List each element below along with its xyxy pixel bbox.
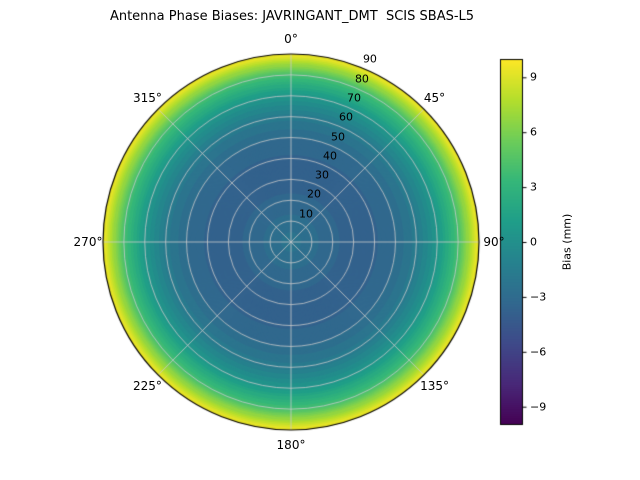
radial-tick-label: 90	[362, 52, 377, 66]
theta-label: 270°	[73, 235, 103, 249]
colorbar-tick-label: 9	[530, 70, 537, 84]
theta-label: 315°	[133, 91, 162, 106]
colorbar-tick-label: 3	[530, 180, 537, 194]
radial-tick-label: 70	[346, 91, 361, 105]
theta-label: 225°	[133, 378, 162, 393]
radial-tick-label: 30	[314, 168, 329, 182]
radial-tick-label: 40	[322, 149, 337, 163]
colorbar-tick-label: −9	[530, 400, 547, 414]
radial-tick-label: 50	[330, 130, 345, 143]
theta-label: 135°	[420, 378, 449, 393]
radial-tick-label: 10	[298, 207, 313, 221]
colorbar-tick-label: 6	[530, 125, 537, 139]
theta-label: 180°	[276, 438, 306, 452]
colorbar-axis-label: Bias (mm)	[560, 213, 574, 271]
radial-tick-label: 80	[354, 72, 369, 86]
theta-label: 0°	[284, 32, 298, 46]
theta-label: 45°	[423, 91, 446, 106]
colorbar-tick-label: −6	[530, 345, 547, 359]
colorbar-tick-label: 0	[530, 235, 537, 249]
colorbar-tick-label: −3	[530, 290, 547, 304]
radial-tick-label: 20	[306, 187, 321, 201]
radial-tick-label: 60	[338, 110, 353, 124]
theta-label: 90°	[483, 235, 505, 249]
